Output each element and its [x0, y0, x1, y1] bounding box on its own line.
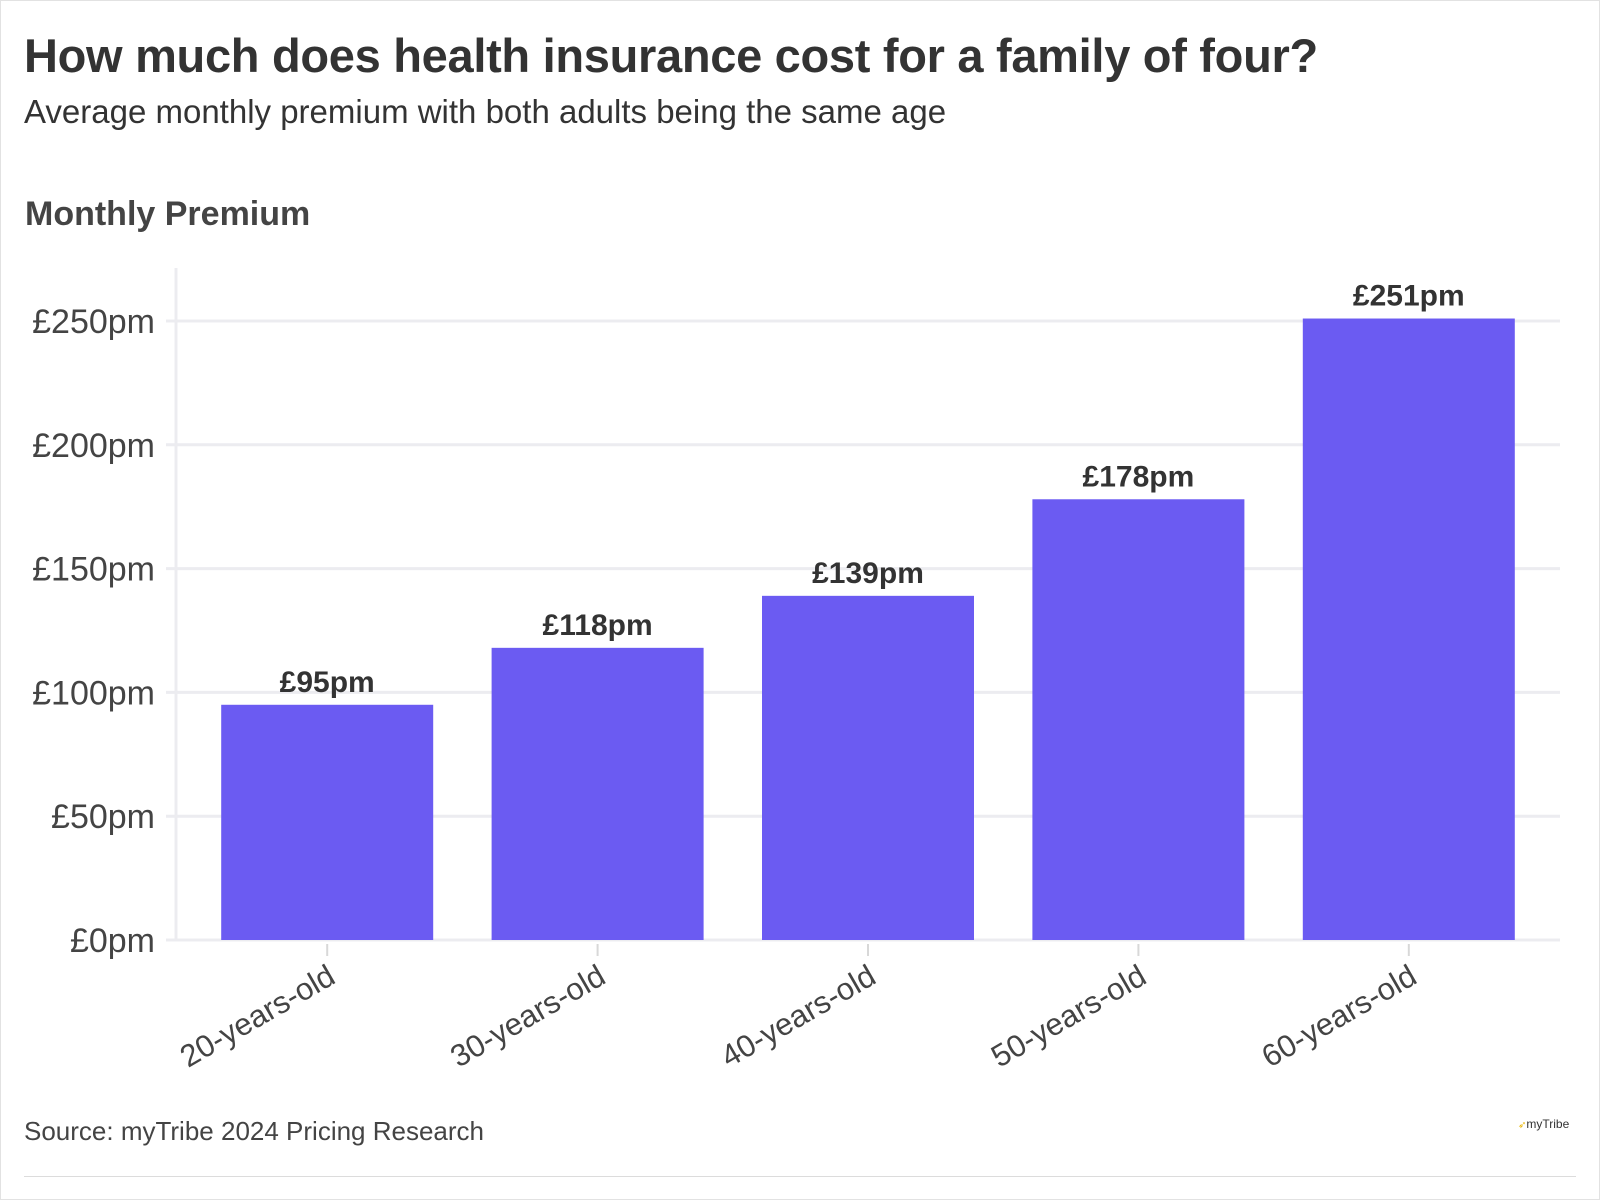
y-tick-label: £100pm — [32, 674, 155, 712]
y-tick-label: £250pm — [32, 303, 155, 341]
bar — [1302, 318, 1515, 940]
x-tick-label: 50-years-old — [985, 958, 1152, 1074]
y-tick-label: £150pm — [32, 551, 155, 589]
bottom-divider — [24, 1176, 1576, 1177]
data-label: £95pm — [280, 666, 375, 699]
data-label: £118pm — [543, 609, 653, 642]
y-tick-label: £0pm — [70, 922, 155, 960]
y-axis-label: Monthly Premium — [25, 195, 311, 233]
x-tick-label: 60-years-old — [1256, 958, 1423, 1074]
y-tick-label: £200pm — [32, 427, 155, 465]
chart-title: How much does health insurance cost for … — [24, 29, 1318, 82]
brand-logo: ➶myTribe — [1518, 1117, 1569, 1131]
chart-subtitle: Average monthly premium with both adults… — [24, 93, 947, 130]
bar-chart: £0pm £50pm £100pm £150pm £200pm £250pm £95pm 20… — [32, 268, 1560, 1074]
data-label: £178pm — [1083, 460, 1195, 493]
bar — [221, 704, 434, 940]
x-tick-label: 20-years-old — [174, 958, 341, 1074]
y-tick-label: £50pm — [51, 798, 155, 836]
brand-mark-icon: ➶ — [1518, 1120, 1527, 1131]
source-note: Source: myTribe 2024 Pricing Research — [24, 1116, 485, 1146]
data-label: £251pm — [1353, 280, 1465, 313]
x-tick-label: 30-years-old — [444, 958, 611, 1074]
bar — [762, 595, 974, 940]
bar — [491, 647, 704, 940]
brand-name: myTribe — [1526, 1117, 1570, 1131]
bar — [1032, 499, 1245, 940]
x-tick-label: 40-years-old — [715, 958, 882, 1074]
data-label: £139pm — [812, 557, 924, 590]
